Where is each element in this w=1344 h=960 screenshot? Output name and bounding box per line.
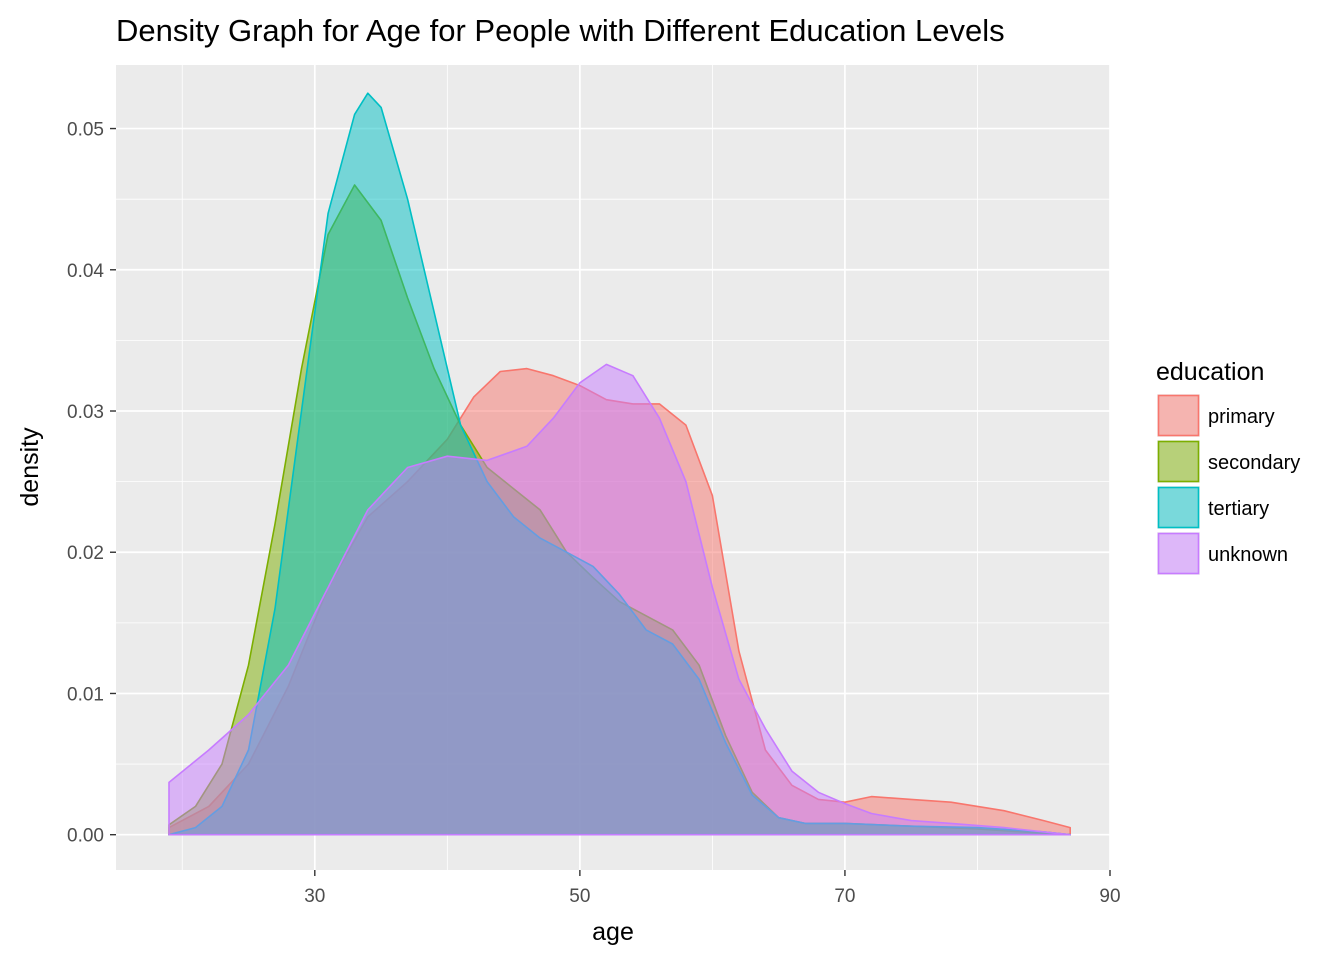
legend-key-primary — [1157, 394, 1200, 437]
x-tick-label: 50 — [569, 886, 590, 907]
legend-label-unknown: unknown — [1208, 544, 1288, 566]
x-axis-title: age — [592, 918, 634, 946]
y-tick-label: 0.02 — [67, 543, 104, 564]
density-area-unknown — [168, 363, 1071, 836]
x-tick-label: 90 — [1099, 886, 1120, 907]
legend-key-unknown — [1157, 532, 1200, 575]
legend-key-tertiary — [1157, 486, 1200, 529]
legend-label-tertiary: tertiary — [1208, 498, 1269, 520]
y-tick-label: 0.00 — [67, 826, 104, 847]
y-tick-label: 0.04 — [67, 261, 104, 282]
legend-label-primary: primary — [1208, 406, 1275, 428]
x-tick-label: 30 — [304, 886, 325, 907]
y-axis-title: density — [16, 427, 44, 507]
y-tick-label: 0.03 — [67, 402, 104, 423]
x-tick-label: 70 — [834, 886, 855, 907]
density-areas — [168, 92, 1071, 836]
legend-title: education — [1156, 358, 1264, 386]
axes: 30 50 70 90 0.00 0.01 0.02 0.03 0.04 0.05 — [67, 120, 1121, 907]
y-tick-label: 0.05 — [67, 120, 104, 141]
chart-title: Density Graph for Age for People with Di… — [116, 13, 1005, 48]
y-tick-label: 0.01 — [67, 684, 104, 705]
legend: education primary secondary tertiary unknow… — [1156, 358, 1300, 575]
legend-key-secondary — [1157, 440, 1200, 483]
legend-label-secondary: secondary — [1208, 452, 1300, 474]
